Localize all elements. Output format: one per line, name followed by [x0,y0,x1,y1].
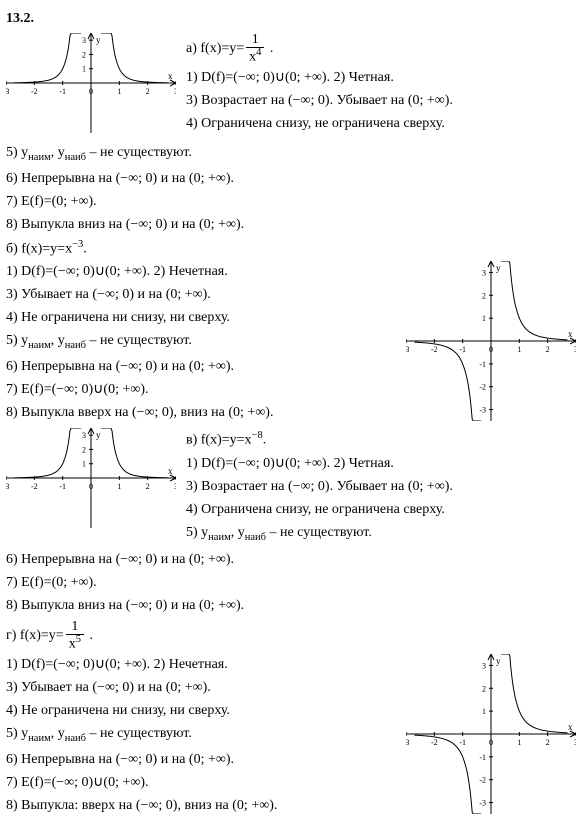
chart-g: -3-2-101231-12-23-3xy [406,654,576,821]
svg-text:3: 3 [82,36,86,45]
part-g: -3-2-101231-12-23-3xy 1) D(f)=(−∞; 0)∪(0… [6,654,576,821]
svg-text:-1: -1 [459,738,466,747]
svg-text:-3: -3 [406,345,409,354]
svg-text:y: y [96,35,101,45]
svg-text:2: 2 [82,446,86,455]
text-line: 5) yнаим, yнаиб – не существуют. [6,142,576,166]
svg-text:-2: -2 [31,87,38,96]
text-line: 7) E(f)=(0; +∞). [6,191,576,212]
formula-a: а) f(x)=y=1x4 . [186,33,576,65]
svg-text:x: x [168,71,173,81]
svg-text:1: 1 [117,482,121,491]
formula-g: г) f(x)=y=1x5 . [6,620,576,652]
svg-text:2: 2 [146,87,150,96]
part-b: -3-2-101231-12-23-3xy 1) D(f)=(−∞; 0)∪(0… [6,261,576,428]
svg-text:1: 1 [82,65,86,74]
svg-text:-3: -3 [479,799,486,808]
svg-text:1: 1 [482,707,486,716]
svg-text:-1: -1 [479,360,486,369]
svg-text:x: x [568,722,573,732]
svg-text:-3: -3 [6,87,9,96]
svg-text:-2: -2 [431,345,438,354]
svg-text:x: x [168,466,173,476]
svg-text:3: 3 [482,661,486,670]
svg-text:3: 3 [574,345,576,354]
svg-text:y: y [96,430,101,440]
svg-text:3: 3 [174,482,176,491]
svg-text:-3: -3 [406,738,409,747]
svg-text:3: 3 [482,269,486,278]
formula-b: б) f(x)=y=x−3. [6,237,576,260]
svg-text:-2: -2 [31,482,38,491]
svg-text:-2: -2 [479,776,486,785]
text-line: 8) Выпукла вниз на (−∞; 0) и на (0; +∞). [6,214,576,235]
svg-text:y: y [496,656,501,666]
svg-text:-3: -3 [6,482,9,491]
svg-text:1: 1 [517,345,521,354]
text-line: 1) D(f)=(−∞; 0)∪(0; +∞). 2) Четная. [186,453,576,474]
svg-text:2: 2 [82,50,86,59]
svg-text:-2: -2 [431,738,438,747]
svg-text:x: x [568,329,573,339]
svg-text:-3: -3 [479,406,486,415]
svg-text:-1: -1 [459,345,466,354]
text-line: 7) E(f)=(0; +∞). [6,572,576,593]
svg-text:0: 0 [489,738,493,747]
svg-text:2: 2 [482,684,486,693]
text-line: 6) Непрерывна на (−∞; 0) и на (0; +∞). [6,549,576,570]
svg-text:2: 2 [546,345,550,354]
chart-v: -3-2-10123123xy [6,428,176,535]
svg-text:2: 2 [146,482,150,491]
part-v: -3-2-10123123xy в) f(x)=y=x−8. 1) D(f)=(… [6,428,576,547]
text-line: 5) yнаим, yнаиб – не существуют. [186,522,576,546]
text-line: 6) Непрерывна на (−∞; 0) и на (0; +∞). [6,168,576,189]
text-line: 1) D(f)=(−∞; 0)∪(0; +∞). 2) Четная. [186,67,576,88]
svg-text:1: 1 [517,738,521,747]
svg-text:-2: -2 [479,383,486,392]
svg-text:y: y [496,263,501,273]
svg-text:0: 0 [89,482,93,491]
svg-text:1: 1 [117,87,121,96]
svg-text:3: 3 [174,87,176,96]
svg-text:-1: -1 [59,482,66,491]
svg-text:2: 2 [482,291,486,300]
text-line: 3) Возрастает на (−∞; 0). Убывает на (0;… [186,476,576,497]
text-line: 3) Возрастает на (−∞; 0). Убывает на (0;… [186,90,576,111]
text-line: 4) Ограничена снизу, не ограничена сверх… [186,499,576,520]
text-line: 8) Выпукла вниз на (−∞; 0) и на (0; +∞). [6,595,576,616]
part-a: -3-2-10123123xy а) f(x)=y=1x4 . 1) D(f)=… [6,33,576,140]
text-line: 4) Ограничена снизу, не ограничена сверх… [186,113,576,134]
svg-text:3: 3 [574,738,576,747]
svg-text:0: 0 [489,345,493,354]
svg-text:-1: -1 [59,87,66,96]
formula-v: в) f(x)=y=x−8. [186,428,576,451]
problem-number: 13.2. [6,8,576,29]
chart-a: -3-2-10123123xy [6,33,176,140]
svg-text:-1: -1 [479,753,486,762]
svg-text:3: 3 [82,431,86,440]
svg-text:2: 2 [546,738,550,747]
chart-b: -3-2-101231-12-23-3xy [406,261,576,428]
svg-text:1: 1 [482,314,486,323]
svg-text:0: 0 [89,87,93,96]
svg-text:1: 1 [82,460,86,469]
